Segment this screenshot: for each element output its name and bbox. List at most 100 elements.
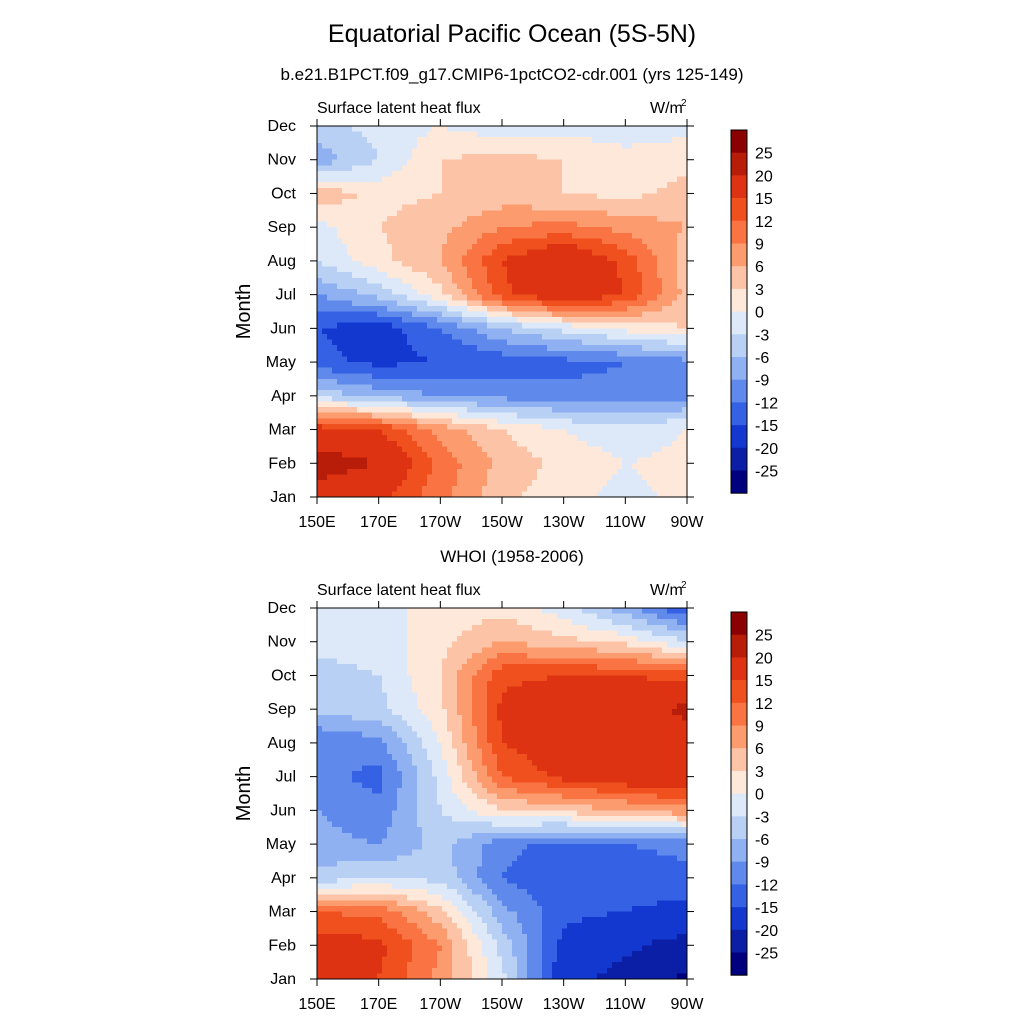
heatmap-cell xyxy=(537,367,543,374)
heatmap-cell xyxy=(522,227,528,234)
heatmap-cell xyxy=(377,373,383,380)
heatmap-cell xyxy=(472,339,478,346)
heatmap-cell xyxy=(467,232,473,240)
heatmap-cell xyxy=(402,322,408,329)
heatmap-cell xyxy=(582,373,588,380)
heatmap-cell xyxy=(522,182,528,189)
heatmap-cell xyxy=(492,244,498,251)
heatmap-cell xyxy=(327,238,333,245)
heatmap-cell xyxy=(542,176,548,183)
heatmap-cell xyxy=(617,480,623,487)
heatmap-cell xyxy=(407,227,413,234)
heatmap-cell xyxy=(332,266,338,273)
heatmap-cell xyxy=(477,193,483,200)
heatmap-cell xyxy=(652,193,658,200)
heatmap-cell xyxy=(487,390,493,397)
heatmap-cell xyxy=(412,395,418,403)
heatmap-cell xyxy=(587,266,593,273)
heatmap-cell xyxy=(317,350,323,358)
heatmap-cell xyxy=(392,232,398,240)
heatmap-cell xyxy=(522,131,528,138)
heatmap-cell xyxy=(452,440,458,448)
heatmap-cell xyxy=(542,305,548,313)
heatmap-cell xyxy=(577,407,583,414)
heatmap-cell xyxy=(517,401,523,408)
heatmap-cell xyxy=(512,131,518,138)
heatmap-cell xyxy=(332,412,338,419)
heatmap-cell xyxy=(337,429,343,436)
heatmap-cell xyxy=(427,452,433,459)
heatmap-cell xyxy=(402,249,408,256)
heatmap-cell xyxy=(607,457,613,464)
heatmap-cell xyxy=(392,204,398,211)
heatmap-cell xyxy=(647,277,653,284)
heatmap-cell xyxy=(607,131,613,138)
heatmap-cell xyxy=(637,137,643,144)
heatmap-cell xyxy=(412,221,418,228)
heatmap-cell xyxy=(617,170,623,178)
heatmap-cell xyxy=(672,418,678,425)
heatmap-cell xyxy=(632,440,638,448)
heatmap-cell xyxy=(632,491,638,498)
heatmap-cell xyxy=(617,333,623,341)
heatmap-cell xyxy=(677,244,683,251)
heatmap-cell xyxy=(347,311,353,318)
heatmap-cell xyxy=(512,227,518,234)
heatmap-cell xyxy=(497,277,503,284)
heatmap-cell xyxy=(527,412,533,419)
heatmap-cell xyxy=(332,249,338,256)
heatmap-cell xyxy=(347,401,353,408)
heatmap-cell xyxy=(352,142,358,150)
heatmap-cell xyxy=(502,300,508,307)
heatmap-cell xyxy=(642,356,648,363)
heatmap-cell xyxy=(442,187,448,195)
heatmap-cell xyxy=(437,154,443,161)
heatmap-cell xyxy=(372,311,378,318)
heatmap-cell xyxy=(362,333,368,341)
heatmap-cell xyxy=(647,165,653,172)
heatmap-cell xyxy=(487,463,493,470)
heatmap-cell xyxy=(322,148,328,155)
heatmap-cell xyxy=(407,446,413,453)
heatmap-cell xyxy=(657,244,663,251)
heatmap-cell xyxy=(487,165,493,172)
heatmap-cell xyxy=(577,423,583,431)
heatmap-cell xyxy=(357,148,363,155)
heatmap-cell xyxy=(547,232,553,240)
heatmap-cell xyxy=(487,159,493,166)
heatmap-cell xyxy=(647,305,653,313)
heatmap-cell xyxy=(322,345,328,352)
heatmap-cell xyxy=(472,452,478,459)
heatmap-cell xyxy=(602,182,608,189)
heatmap-cell xyxy=(647,215,653,223)
heatmap-cell xyxy=(467,300,473,307)
heatmap-cell xyxy=(452,373,458,380)
heatmap-cell xyxy=(472,294,478,301)
heatmap-cell xyxy=(337,289,343,296)
heatmap-cell xyxy=(527,199,533,206)
heatmap-cell xyxy=(517,244,523,251)
heatmap-cell xyxy=(327,193,333,200)
heatmap-cell xyxy=(597,491,603,498)
heatmap-cell xyxy=(472,412,478,419)
heatmap-cell xyxy=(542,435,548,442)
heatmap-cell xyxy=(417,131,423,138)
heatmap-cell xyxy=(607,345,613,352)
heatmap-cell xyxy=(682,165,688,172)
heatmap-cell xyxy=(652,137,658,144)
heatmap-cell xyxy=(467,187,473,195)
heatmap-cell xyxy=(587,333,593,341)
heatmap-cell xyxy=(592,317,598,324)
heatmap-cell xyxy=(407,187,413,195)
heatmap-cell xyxy=(422,232,428,240)
y-tick-label: Jul xyxy=(276,287,296,304)
heatmap-cell xyxy=(547,266,553,273)
heatmap-cell xyxy=(487,395,493,403)
heatmap-cell xyxy=(332,356,338,363)
heatmap-cell xyxy=(502,446,508,453)
heatmap-cell xyxy=(472,244,478,251)
heatmap-cell xyxy=(442,463,448,470)
heatmap-cell xyxy=(622,362,628,369)
heatmap-cell xyxy=(382,238,388,245)
heatmap-cell xyxy=(502,485,508,492)
